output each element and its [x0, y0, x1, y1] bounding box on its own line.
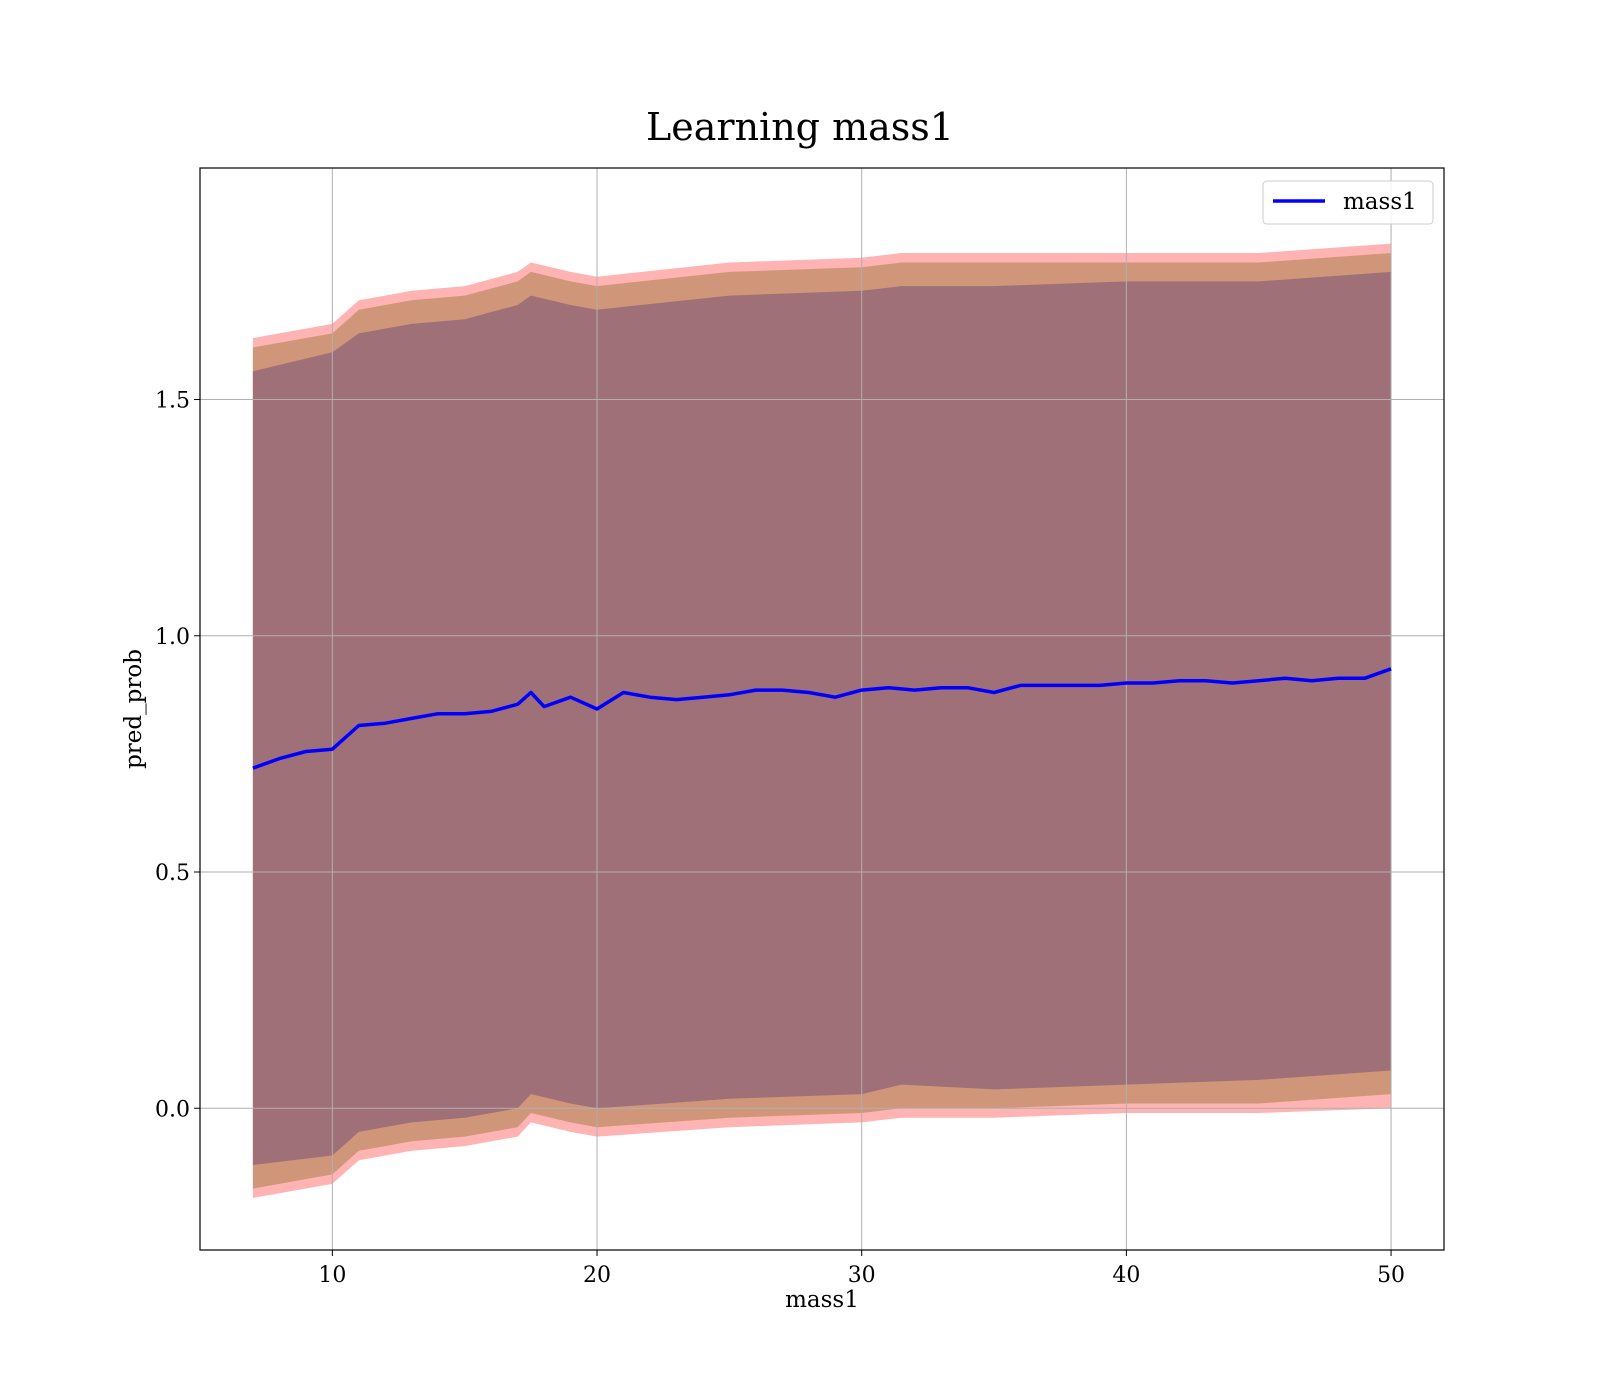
x-tick-label: 50 — [1377, 1263, 1405, 1288]
x-tick-label: 20 — [583, 1263, 611, 1288]
x-tick-label: 10 — [318, 1263, 346, 1288]
plot-frame — [199, 167, 1445, 1251]
series-line-mass1 — [252, 667, 1392, 770]
grid — [200, 168, 1444, 1250]
y-tick-label: 1.5 — [155, 389, 190, 414]
y-axis-label: pred_prob — [121, 649, 147, 769]
x-axis-ticks: 10 20 30 40 50 — [318, 1250, 1405, 1288]
x-axis-label: mass1 — [785, 1287, 859, 1313]
x-tick-label: 30 — [848, 1263, 876, 1288]
chart-title: Learning mass1 — [646, 105, 954, 149]
legend-box — [1262, 180, 1434, 225]
legend-label: mass1 — [1343, 189, 1417, 215]
y-tick-label: 0.5 — [155, 861, 190, 886]
y-tick-label: 0.0 — [155, 1097, 190, 1122]
series-lines — [252, 667, 1392, 770]
legend: mass1 — [1262, 180, 1434, 225]
x-tick-label: 40 — [1112, 1263, 1140, 1288]
y-axis-ticks: 0.0 0.5 1.0 1.5 — [155, 389, 200, 1122]
y-tick-label: 1.0 — [155, 625, 190, 650]
confidence-bands — [252, 243, 1392, 1199]
confidence-band-2 — [252, 271, 1392, 1165]
